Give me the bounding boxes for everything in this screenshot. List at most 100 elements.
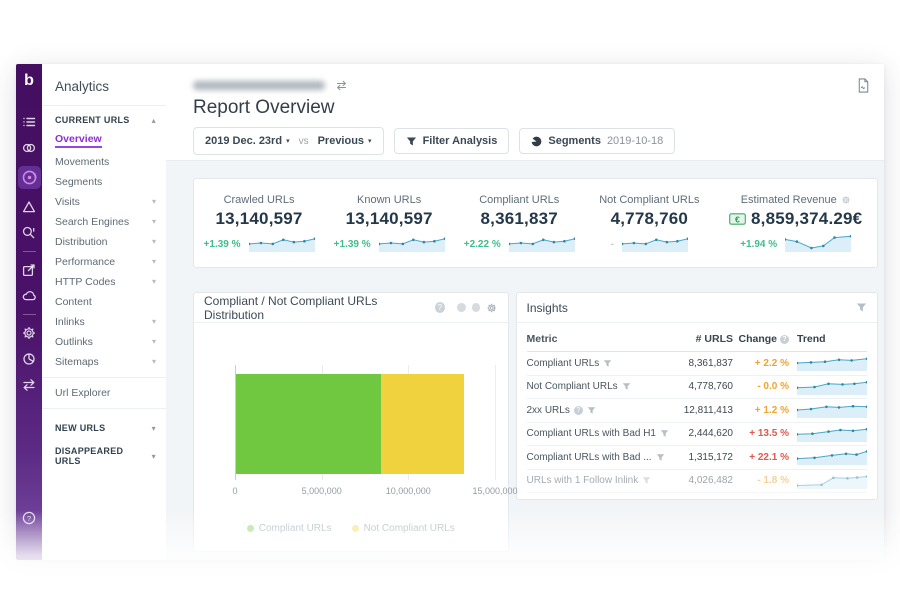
- export-icon[interactable]: [21, 262, 37, 278]
- page-header: Report Overview 2019 Dec. 23rd ▾ vs Prev…: [166, 64, 884, 161]
- stacked-bar-chart: 05,000,00010,000,00015,000,000Compliant …: [194, 323, 508, 551]
- sidebar-item-performance[interactable]: Performance▾: [42, 252, 166, 272]
- kpi-crawled-urls: Crawled URLs13,140,597+1.39 %: [194, 194, 324, 252]
- metric-trend-sparkline: [797, 473, 867, 489]
- sidebar-item-movements[interactable]: Movements: [42, 152, 166, 172]
- screenshot-stage: b ? Analytics CURRENT URLS ▴ OverviewMov…: [0, 0, 900, 600]
- chevron-down-icon: ▾: [152, 424, 156, 433]
- divider: [42, 408, 166, 409]
- kpi-value: 8,361,837: [481, 209, 558, 229]
- col-urls: # URLS: [669, 333, 733, 345]
- metric-trend-sparkline: [797, 355, 867, 371]
- info-icon[interactable]: ?: [574, 406, 583, 415]
- bar-plot: [235, 365, 515, 480]
- sidebar-item-search-engines[interactable]: Search Engines▾: [42, 212, 166, 232]
- gear-icon[interactable]: [486, 302, 497, 314]
- pdf-export-icon[interactable]: [856, 77, 871, 94]
- filter-analysis-button[interactable]: Filter Analysis: [394, 128, 510, 154]
- rail-divider: [23, 251, 36, 252]
- help-icon[interactable]: ?: [21, 510, 37, 526]
- search-icon[interactable]: [21, 225, 37, 241]
- list-menu-icon[interactable]: [21, 114, 37, 130]
- sidebar-item-url-explorer[interactable]: Url Explorer: [42, 383, 166, 403]
- project-name-blurred[interactable]: [193, 81, 325, 90]
- insights-row-compliant-urls[interactable]: Compliant URLs8,361,837+ 2.2 %: [527, 352, 868, 376]
- gear-icon[interactable]: [21, 325, 37, 341]
- segments-button[interactable]: Segments 2019-10-18: [519, 128, 675, 154]
- insights-table: Metric# URLSChange?TrendCompliant URLs8,…: [517, 323, 878, 499]
- funnel-icon[interactable]: [660, 429, 669, 438]
- insights-row-not-compliant-urls[interactable]: Not Compliant URLs4,778,760- 0.0 %: [527, 376, 868, 400]
- kpi-value: 13,140,597: [346, 209, 433, 229]
- pie-chart-icon[interactable]: [21, 351, 37, 367]
- swap-icon[interactable]: [21, 377, 37, 393]
- sidebar-item-http-codes[interactable]: HTTP Codes▾: [42, 272, 166, 292]
- col-trend: Trend: [797, 333, 867, 345]
- legend-dot: [247, 525, 254, 532]
- funnel-icon[interactable]: [656, 453, 665, 462]
- collapse-up-icon: ▴: [152, 116, 156, 125]
- bar-segment-compliant-urls: [236, 374, 381, 474]
- funnel-icon[interactable]: [603, 359, 612, 368]
- sidebar-section-new-urls[interactable]: NEW URLS ▾: [42, 414, 166, 437]
- kpi-sparkline: [249, 234, 315, 252]
- chevron-down-icon: ▾: [368, 137, 372, 145]
- sidebar-item-visits[interactable]: Visits▾: [42, 192, 166, 212]
- insights-row-2xx-urls[interactable]: 2xx URLs?12,811,413+ 1.2 %: [527, 399, 868, 423]
- funnel-icon[interactable]: [642, 476, 651, 485]
- insights-row-compliant-urls-with-bad[interactable]: Compliant URLs with Bad ...1,315,172+ 22…: [527, 446, 868, 470]
- switch-project-icon[interactable]: [335, 79, 348, 92]
- sidebar-item-overview[interactable]: Overview: [42, 129, 166, 152]
- x-axis-tick: 0: [232, 486, 237, 496]
- prism-icon[interactable]: [21, 199, 37, 215]
- sidebar-item-sitemaps[interactable]: Sitemaps▾: [42, 352, 166, 372]
- metric-label: Not Compliant URLs: [527, 381, 618, 392]
- funnel-icon[interactable]: [622, 382, 631, 391]
- kpi-not-compliant-urls: Not Compliant URLs4,778,760-: [584, 194, 714, 252]
- panel-action-icon[interactable]: [472, 303, 481, 312]
- metric-change: + 1.2 %: [733, 405, 789, 416]
- x-axis-tick: 10,000,000: [386, 486, 431, 496]
- x-axis-tick: 15,000,000: [472, 486, 517, 496]
- sidebar-section-current-urls[interactable]: CURRENT URLS ▴: [42, 106, 166, 129]
- chevron-down-icon: ▾: [286, 137, 290, 145]
- kpi-change: +1.94 %: [740, 239, 777, 252]
- funnel-icon[interactable]: [587, 406, 596, 415]
- sidebar-item-segments[interactable]: Segments: [42, 172, 166, 192]
- sidebar: Analytics CURRENT URLS ▴ OverviewMovemen…: [42, 64, 167, 560]
- kpi-change: +1.39 %: [334, 239, 371, 252]
- metric-trend-sparkline: [797, 402, 867, 418]
- legend-item-not-compliant-urls[interactable]: Not Compliant URLs: [352, 523, 455, 534]
- gridline: [495, 365, 496, 480]
- kpi-value: 4,778,760: [611, 209, 688, 229]
- gear-icon[interactable]: [841, 195, 851, 205]
- info-icon[interactable]: ?: [780, 335, 789, 344]
- sidebar-item-inlinks[interactable]: Inlinks▾: [42, 312, 166, 332]
- insights-row-urls-with-1-follow-inlink[interactable]: URLs with 1 Follow Inlink4,026,482- 1.8 …: [527, 470, 868, 494]
- insights-row-compliant-urls-with-bad-h1[interactable]: Compliant URLs with Bad H12,444,620+ 13.…: [527, 423, 868, 447]
- sidebar-item-distribution[interactable]: Distribution▾: [42, 232, 166, 252]
- chevron-down-icon: ▾: [152, 236, 156, 248]
- insights-header-row: Metric# URLSChange?Trend: [527, 327, 868, 352]
- botify-logo[interactable]: b: [16, 64, 42, 90]
- kpi-label: Estimated Revenue: [741, 194, 837, 206]
- kpi-label: Compliant URLs: [479, 194, 559, 206]
- compare-selector[interactable]: Previous ▾: [318, 135, 372, 147]
- metric-url-count: 4,778,760: [669, 381, 733, 392]
- kpi-estimated-revenue: Estimated Revenue€8,859,374.29€+1.94 %: [714, 194, 877, 252]
- crawl-icon[interactable]: [21, 140, 37, 156]
- kpi-compliant-urls: Compliant URLs8,361,837+2.22 %: [454, 194, 584, 252]
- sidebar-item-content[interactable]: Content: [42, 292, 166, 312]
- legend-item-compliant-urls[interactable]: Compliant URLs: [247, 523, 332, 534]
- cloud-icon[interactable]: [21, 288, 37, 304]
- date-selector[interactable]: 2019 Dec. 23rd ▾: [205, 135, 290, 147]
- funnel-icon[interactable]: [856, 302, 867, 313]
- help-icon[interactable]: ?: [435, 302, 445, 313]
- sidebar-title: Analytics: [42, 64, 166, 106]
- sidebar-item-outlinks[interactable]: Outlinks▾: [42, 332, 166, 352]
- analytics-icon[interactable]: [18, 166, 41, 189]
- stacked-bar: [236, 374, 464, 474]
- metric-url-count: 12,811,413: [669, 405, 733, 416]
- sidebar-section-disappeared-urls[interactable]: DISAPPEARED URLS ▾: [42, 437, 166, 470]
- panel-action-icon[interactable]: [457, 303, 466, 312]
